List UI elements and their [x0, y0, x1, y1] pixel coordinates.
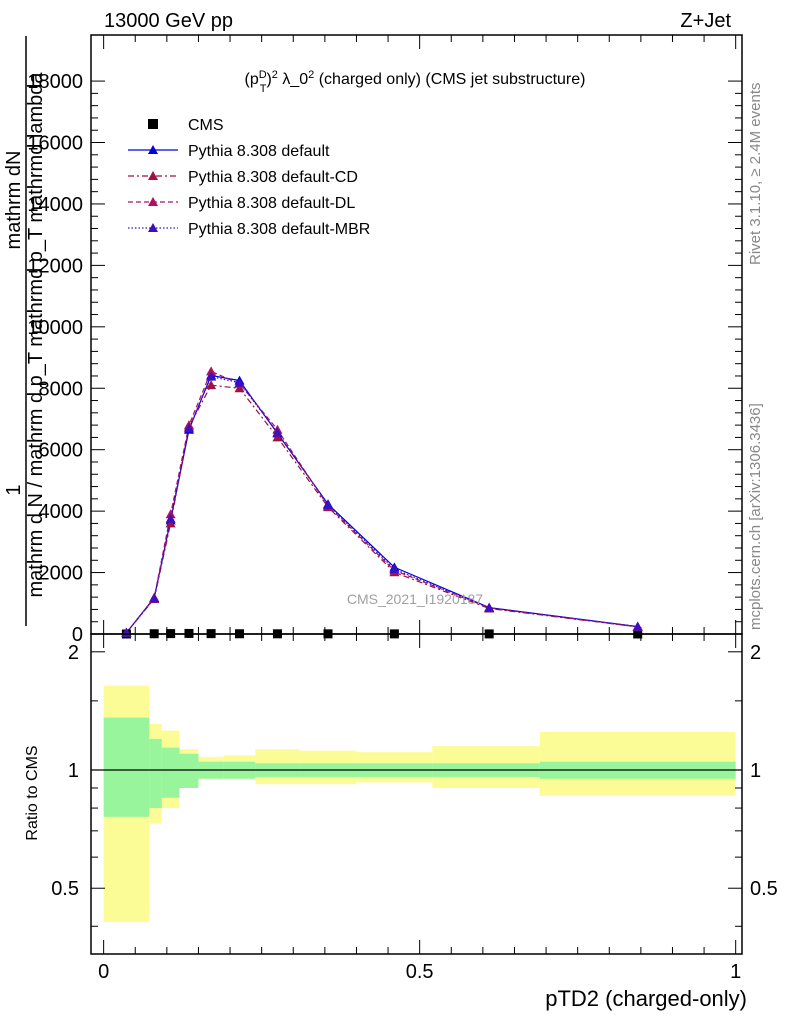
x-tick-label: 1	[730, 961, 741, 983]
data-marker-triangle	[484, 602, 495, 612]
y-tick-label: 0	[72, 624, 83, 646]
ratio-band-inner	[103, 717, 150, 817]
legend-marker	[148, 145, 158, 154]
legend-label: Pythia 8.308 default-MBR	[188, 221, 370, 238]
series-line	[125, 375, 638, 634]
legend-label: Pythia 8.308 default-CD	[188, 169, 358, 186]
legend-label: CMS	[188, 117, 224, 134]
y-tick-label: 8000	[39, 378, 84, 400]
ratio-bands	[91, 685, 742, 923]
y-tick-label: 14000	[27, 194, 83, 216]
ratio-ticks: 0.5 0.5 1 1 2 2 0 0.5 1	[51, 634, 778, 983]
data-marker-triangle	[149, 593, 160, 603]
mcplots-text: mcplots.cern.ch [arXiv:1306.3436]	[747, 403, 764, 630]
header-right: Z+Jet	[680, 10, 731, 32]
svg-text:mathrm d N / mathrm d p_T math: mathrm d N / mathrm d p_T mathrmd p_T ma…	[25, 72, 47, 598]
y-tick-label: 16000	[27, 133, 83, 155]
y-tick-label: 10000	[27, 317, 83, 339]
data-marker-triangle	[272, 432, 283, 442]
ratio-ylabel: Ratio to CMS	[24, 745, 41, 840]
y-tick-label: 6000	[39, 440, 84, 462]
x-tick-label: 0	[98, 961, 109, 983]
legend-label: Pythia 8.308 default-DL	[188, 195, 355, 212]
svg-text:1: 1	[3, 484, 25, 495]
ratio-band-inner	[149, 738, 162, 809]
ratio-plot: 0.5 0.5 1 1 2 2 0 0.5 1	[51, 633, 778, 983]
ratio-y-tick-label: 0.5	[51, 878, 79, 900]
plot-title: (pD T)2 λ_02 (charged only) (CMS jet subs…	[245, 69, 586, 95]
data-marker-triangle	[234, 383, 245, 393]
main-ylabel: mathrm d N / mathrm d p_T mathrmd p_T ma…	[3, 36, 47, 626]
main-ticks: 0 2000 4000 6000 8000 10000 12000 14000 16000 180…	[27, 35, 742, 646]
ratio-y-tick-label: 2	[68, 642, 79, 664]
data-marker-triangle	[272, 427, 283, 437]
y-tick-label: 12000	[27, 255, 83, 277]
y-tick-label: 2000	[39, 563, 84, 585]
legend-label: Pythia 8.308 default	[188, 143, 330, 160]
data-marker-triangle	[389, 564, 400, 574]
y-tick-label: 18000	[27, 71, 83, 93]
data-marker-triangle	[206, 371, 217, 381]
data-marker-triangle	[323, 499, 334, 509]
legend-marker	[148, 171, 158, 180]
watermark: CMS_2021_I1920187	[347, 591, 483, 607]
legend-marker	[148, 223, 158, 232]
ratio-frame	[90, 633, 743, 955]
ratio-y-tick-label-right: 2	[750, 642, 761, 664]
ratio-y-tick-label-right: 0.5	[750, 878, 778, 900]
x-axis-label: pTD2 (charged-only)	[545, 986, 747, 1011]
data-marker-triangle	[206, 366, 217, 376]
data-marker-triangle	[206, 380, 217, 390]
y-tick-label: 4000	[39, 501, 84, 523]
data-marker-triangle	[165, 509, 176, 519]
x-tick-label: 0.5	[406, 961, 434, 983]
ratio-y-tick-label: 1	[68, 760, 79, 782]
data-marker-triangle	[165, 513, 176, 523]
svg-text:mathrm dN: mathrm dN	[3, 151, 25, 250]
legend-marker	[148, 119, 158, 129]
data-marker-triangle	[183, 423, 194, 433]
data-marker-triangle	[234, 377, 245, 387]
data-marker-triangle	[165, 518, 176, 528]
ratio-y-tick-label-right: 1	[750, 760, 761, 782]
header-left: 13000 GeV pp	[104, 10, 233, 32]
ratio-band-inner	[179, 753, 199, 788]
series-line	[125, 370, 638, 633]
legend-marker	[148, 197, 158, 206]
rivet-text: Rivet 3.1.10, ≥ 2.4M events	[747, 83, 764, 266]
legend: CMS Pythia 8.308 default Pythia 8.308 defa…	[128, 117, 370, 238]
main-plot: 0 2000 4000 6000 8000 10000 12000 14000 16000 180…	[27, 34, 743, 646]
ratio-band-inner	[161, 747, 180, 798]
data-marker-triangle	[632, 621, 643, 631]
